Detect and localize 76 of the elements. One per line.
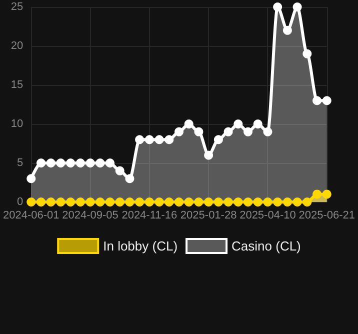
y-tick-label: 25: [10, 1, 24, 13]
point: [56, 158, 66, 168]
legend-label: In lobby (CL): [103, 238, 178, 254]
point: [292, 2, 302, 12]
point: [135, 135, 144, 144]
point: [184, 120, 194, 128]
point: [135, 198, 144, 206]
point: [204, 150, 214, 160]
point: [154, 135, 164, 144]
point: [263, 198, 272, 206]
point: [86, 198, 95, 206]
point: [244, 198, 253, 206]
point: [125, 198, 134, 206]
point: [273, 2, 282, 12]
point: [66, 158, 76, 168]
x-tick-label: 2024-11-16: [122, 210, 178, 222]
point: [322, 96, 332, 106]
point: [36, 198, 46, 206]
y-tick-label: 5: [17, 157, 24, 169]
point: [322, 190, 332, 199]
point: [184, 198, 194, 206]
point: [106, 198, 114, 206]
point: [263, 127, 272, 136]
point: [125, 174, 134, 184]
point: [154, 198, 164, 206]
point: [144, 135, 154, 144]
point: [224, 127, 233, 136]
point: [204, 198, 214, 206]
point: [234, 198, 243, 206]
point: [66, 198, 76, 206]
point: [302, 198, 312, 206]
point: [273, 198, 282, 206]
point: [164, 198, 174, 206]
point: [234, 120, 243, 128]
point: [46, 158, 56, 168]
x-tick-label: 2024-06-01: [2, 210, 60, 222]
point: [76, 198, 85, 206]
point: [164, 135, 174, 144]
point: [26, 174, 36, 184]
point: [282, 26, 292, 35]
x-tick-label: 2025-06-21: [298, 210, 356, 222]
point: [26, 198, 36, 206]
point: [115, 166, 124, 176]
point: [194, 198, 204, 206]
y-tick-label: 0: [17, 196, 24, 208]
point: [253, 120, 262, 128]
point: [76, 158, 85, 168]
x-tick-label: 2025-01-28: [180, 210, 237, 222]
point: [292, 198, 302, 206]
point: [214, 135, 223, 144]
point: [194, 127, 204, 136]
point: [36, 158, 46, 168]
legend-label: Casino (CL): [232, 238, 301, 254]
x-tick-label: 2025-04-10: [240, 210, 296, 222]
point: [244, 127, 253, 136]
point: [86, 158, 95, 168]
x-tick-label: 2024-09-05: [62, 210, 118, 222]
point: [174, 127, 184, 136]
point: [56, 198, 66, 206]
point: [253, 198, 262, 206]
point: [312, 96, 322, 106]
point: [214, 198, 223, 206]
point: [312, 190, 322, 199]
point: [224, 198, 233, 206]
point: [174, 198, 184, 206]
point: [96, 198, 105, 206]
point: [115, 198, 124, 206]
point: [46, 198, 56, 206]
point: [144, 198, 154, 206]
point: [96, 158, 105, 168]
point: [302, 49, 312, 58]
point: [282, 198, 292, 206]
y-tick-label: 20: [10, 40, 24, 52]
point: [106, 158, 114, 168]
y-tick-label: 10: [10, 118, 24, 130]
y-tick-label: 15: [10, 79, 24, 91]
